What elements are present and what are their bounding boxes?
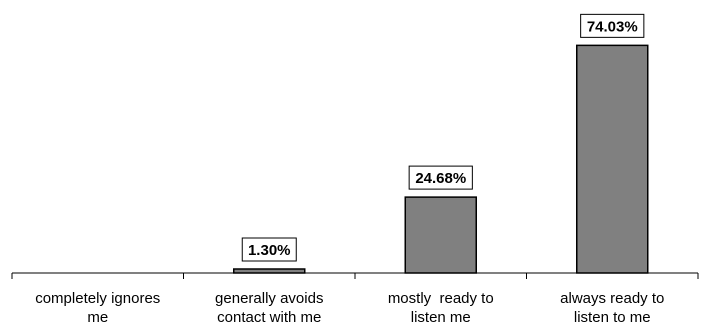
x-tick-label: completely ignores [35, 290, 160, 307]
data-label-box [580, 13, 645, 38]
bar [233, 268, 306, 274]
x-tick-label: me [87, 309, 108, 326]
x-tick-label: always ready to [560, 290, 664, 307]
x-tick-label: listen me [411, 309, 471, 326]
bar [404, 196, 477, 274]
x-tick-label: generally avoids [215, 290, 323, 307]
data-label: 24.68% [415, 170, 466, 187]
data-label: 1.30% [248, 242, 291, 259]
x-tick-label: listen to me [574, 309, 651, 326]
x-tick-label: mostly ready to [388, 290, 494, 307]
data-label-box [241, 237, 297, 262]
x-tick-label: contact with me [217, 309, 321, 326]
data-label-box [408, 165, 473, 190]
data-label: 74.03% [587, 18, 638, 35]
bar [576, 44, 649, 274]
